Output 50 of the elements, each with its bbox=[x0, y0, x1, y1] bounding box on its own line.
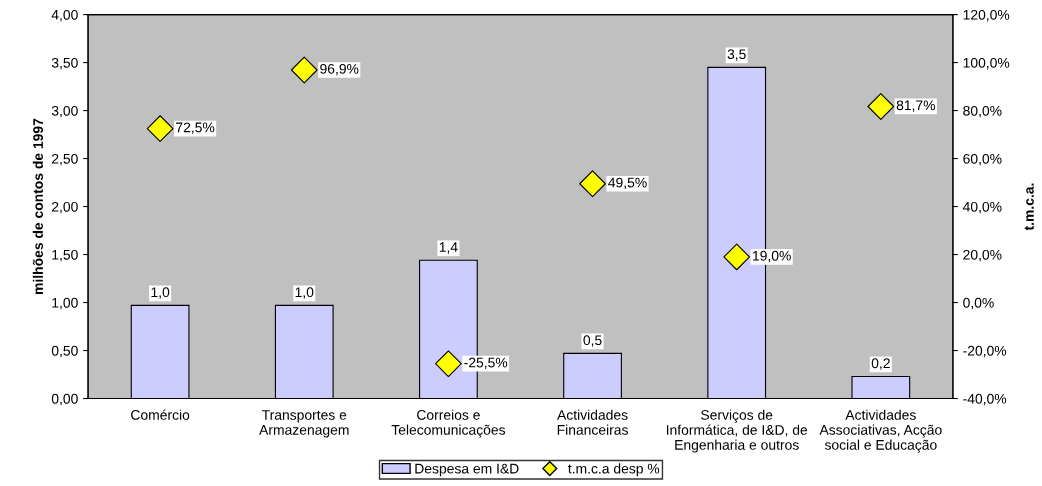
y-tick-label: 1,50 bbox=[52, 249, 78, 262]
y2-axis-title: t.m.c.a. bbox=[1024, 183, 1034, 231]
y2-tick-label: 80,0% bbox=[963, 105, 1002, 118]
y-tick-label: 0,00 bbox=[51, 393, 78, 406]
data-label: 49,5% bbox=[608, 177, 647, 190]
y-tick-label: 2,00 bbox=[52, 201, 78, 214]
x-tick-label: Correios e Telecomunicações bbox=[391, 409, 506, 438]
data-label: 3,5 bbox=[727, 49, 746, 61]
data-label: -25,5% bbox=[464, 357, 508, 370]
point bbox=[723, 243, 751, 271]
legend-label: Despesa em I&D bbox=[415, 463, 519, 477]
y-tick-label: 3,50 bbox=[51, 57, 78, 70]
y2-tick-label: 40,0% bbox=[962, 201, 1002, 214]
point bbox=[290, 56, 318, 84]
x-tick-label: Transportes e Armazenagem bbox=[259, 410, 349, 438]
x-tick-label: Comércio bbox=[131, 409, 190, 420]
y2-tick-label: -40,0% bbox=[963, 393, 1007, 406]
y2-tick-label: 60,0% bbox=[963, 153, 1002, 166]
y-axis-title: milhões de contos de 1997 bbox=[32, 118, 43, 295]
y2-tick-label: -20,0% bbox=[963, 345, 1007, 358]
data-label: 0,2 bbox=[871, 358, 890, 370]
data-label: 1,0 bbox=[151, 287, 170, 299]
bar bbox=[130, 304, 190, 399]
bar bbox=[274, 304, 334, 399]
x-tick-label: Actividades Financeiras bbox=[557, 409, 628, 435]
point bbox=[146, 115, 174, 142]
data-label: 72,5% bbox=[176, 122, 215, 134]
data-label: 1,4 bbox=[439, 242, 458, 254]
y2-tick-label: 20,0% bbox=[963, 249, 1002, 262]
data-label: 96,9% bbox=[320, 63, 359, 76]
y2-tick-label: 100,0% bbox=[963, 57, 1010, 70]
data-label: 1,0 bbox=[295, 287, 314, 299]
point bbox=[435, 350, 462, 378]
bar bbox=[563, 352, 622, 399]
data-label: 19,0% bbox=[753, 250, 791, 263]
y2-tick-label: 120,0% bbox=[963, 9, 1010, 22]
point bbox=[579, 170, 606, 198]
legend-label: t.m.c.a desp % bbox=[568, 463, 660, 477]
y-tick-label: 4,00 bbox=[51, 9, 78, 22]
data-label: 0,5 bbox=[583, 335, 602, 347]
bar bbox=[851, 375, 911, 399]
y-tick-label: 0,50 bbox=[51, 345, 78, 358]
y-tick-label: 1,00 bbox=[52, 297, 78, 310]
y2-tick-label: 0,0% bbox=[963, 297, 994, 310]
x-tick-label: Serviços de Informática, de I&D, de Engenharia e outros bbox=[666, 409, 808, 453]
data-label: 81,7% bbox=[896, 100, 935, 112]
y-tick-label: 3,00 bbox=[51, 105, 78, 118]
x-tick-label: Actividades Associativas, Acção social e Educação bbox=[819, 409, 942, 453]
point bbox=[867, 93, 895, 120]
y-tick-label: 2,50 bbox=[52, 153, 78, 166]
